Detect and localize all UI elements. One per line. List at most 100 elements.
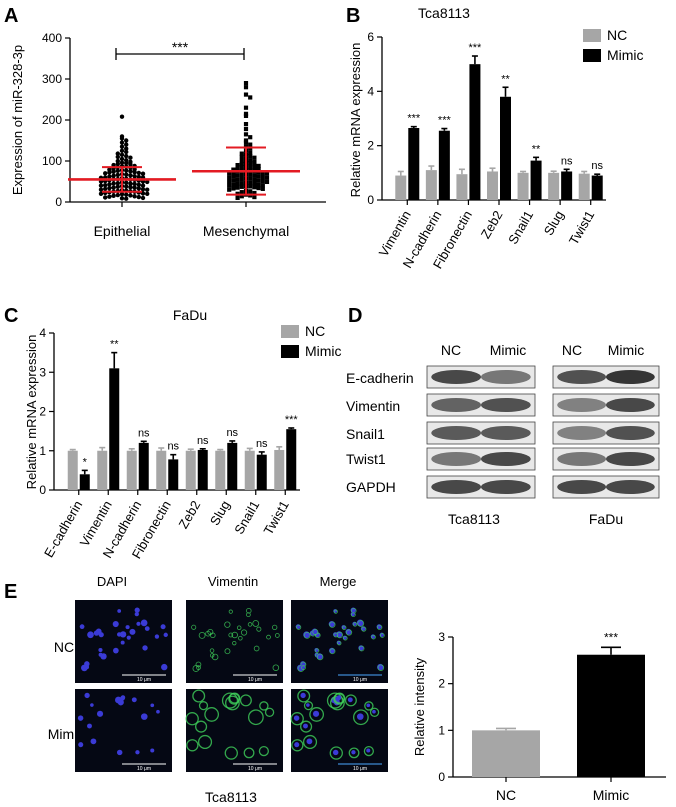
panel-a-data-point <box>239 154 244 159</box>
vimentin-signal <box>256 626 262 632</box>
panel-a-data-point <box>124 138 129 143</box>
vimentin-signal <box>297 689 311 703</box>
panel-a-data-point <box>227 175 232 180</box>
vimentin-signal <box>290 712 304 726</box>
vimentin-signal <box>228 609 233 614</box>
panel-a-data-point <box>136 194 141 200</box>
vimentin-signal <box>348 747 360 759</box>
vimentin-signal <box>329 621 336 628</box>
vimentin-signal <box>191 624 197 630</box>
blot-band <box>431 369 481 385</box>
vimentin-signal <box>264 707 275 718</box>
panel-e-xtick-label: NC <box>496 787 516 803</box>
micro-column-label: DAPI <box>97 574 127 589</box>
nucleus-dot <box>90 703 94 707</box>
panel-a-data-point <box>239 172 244 178</box>
panel-a-data-point <box>227 171 232 176</box>
panel-a-data-point <box>128 181 133 186</box>
vimentin-signal <box>361 626 367 632</box>
vimentin-signal <box>198 701 209 711</box>
nucleus-dot <box>372 709 376 714</box>
panel-a-data-point <box>252 155 257 160</box>
panel-a-ytick-label: 100 <box>42 154 62 168</box>
vimentin-signal <box>228 693 240 705</box>
blot-band <box>481 425 531 441</box>
nucleus-dot <box>120 695 125 701</box>
vimentin-signal <box>371 634 376 640</box>
panel-a-data-point <box>248 150 253 155</box>
panel-a-data-point <box>243 113 249 118</box>
nucleus-dot <box>77 715 84 721</box>
panel-b-title: Tca8113 <box>418 5 470 21</box>
panel-a-data-point <box>239 190 244 195</box>
panel-letter-c: C <box>4 305 18 327</box>
panel-a-data-point <box>107 185 112 191</box>
vimentin-signal <box>337 640 342 646</box>
blot-lane-label: Mimic <box>490 342 527 358</box>
nucleus-dot <box>129 628 136 635</box>
nucleus-dot <box>84 692 90 699</box>
panel-e-ytick-label: 1 <box>438 723 445 737</box>
panel-a-data-point <box>264 175 270 180</box>
panel-a-data-point <box>119 136 125 141</box>
nucleus-dot <box>154 634 160 639</box>
panel-a-data-point <box>248 153 253 159</box>
panel-a-scatter-chart: Expression of miR-328-3p Epithelial Mese… <box>10 31 326 239</box>
panel-a-data-point <box>243 140 249 145</box>
panel-a-data-point <box>111 185 116 190</box>
nucleus-dot <box>125 625 130 630</box>
panel-b-xtick-label: Twist1 <box>566 208 597 247</box>
panel-c-bar-mimic <box>256 454 267 490</box>
blot-band <box>606 479 655 495</box>
panel-a-data-point <box>231 178 236 183</box>
panel-a-data-point <box>145 187 150 192</box>
vimentin-signal <box>302 734 318 750</box>
nucleus-dot <box>161 663 168 671</box>
panel-a-data-point <box>124 168 129 173</box>
nucleus-dot <box>112 621 119 628</box>
panel-c-xtick-label: Zeb2 <box>176 498 204 531</box>
panel-b-ytick-label: 0 <box>367 193 374 207</box>
blot-band <box>557 451 606 467</box>
panel-a-data-point <box>252 185 257 190</box>
nucleus-dot <box>156 709 160 714</box>
panel-b-bar-mimic <box>561 171 573 200</box>
panel-c-xtick-label: Snail1 <box>231 498 262 537</box>
panel-a-data-point <box>248 146 253 151</box>
panel-c-bar-nc <box>244 450 255 490</box>
panel-a-data-point <box>124 153 129 159</box>
vimentin-signal <box>316 653 324 661</box>
panel-a-data-point <box>119 160 125 165</box>
blot-band <box>431 479 481 495</box>
nucleus-dot <box>120 640 125 645</box>
panel-c-ytick-label: 3 <box>39 365 46 379</box>
panel-a-data-point <box>124 180 129 185</box>
panel-a-ytick-label: 0 <box>55 195 62 209</box>
panel-a-data-point <box>264 171 270 176</box>
nucleus-dot <box>116 749 123 756</box>
vimentin-signal <box>333 632 339 638</box>
vimentin-signal <box>196 665 201 671</box>
nucleus-dot <box>142 645 148 651</box>
panel-b-ytick-label: 6 <box>367 30 374 44</box>
scale-bar-label: 10 μm <box>248 677 262 683</box>
panel-a-data-point <box>124 192 129 197</box>
nucleus-dot <box>96 710 104 717</box>
vimentin-signal <box>272 624 278 631</box>
panel-c-title: FaDu <box>173 307 207 323</box>
panel-a-data-point <box>128 162 133 167</box>
vimentin-signal <box>369 707 380 718</box>
nucleus-dot <box>117 699 124 706</box>
micro-column-label: Vimentin <box>208 574 258 589</box>
panel-a-data-point <box>235 195 240 200</box>
panel-a-data-point <box>136 182 141 187</box>
panel-e-bar-mimic <box>577 654 645 777</box>
panel-a-ytick-label: 200 <box>42 113 62 127</box>
panel-a-data-point <box>124 149 129 155</box>
panel-a-data-point <box>243 92 249 97</box>
blot-lane-label: NC <box>562 342 582 358</box>
panel-a-data-point <box>140 171 146 176</box>
panel-a-data-point <box>124 146 129 151</box>
vimentin-signal <box>198 631 206 639</box>
panel-c-bar-nc <box>67 450 78 490</box>
